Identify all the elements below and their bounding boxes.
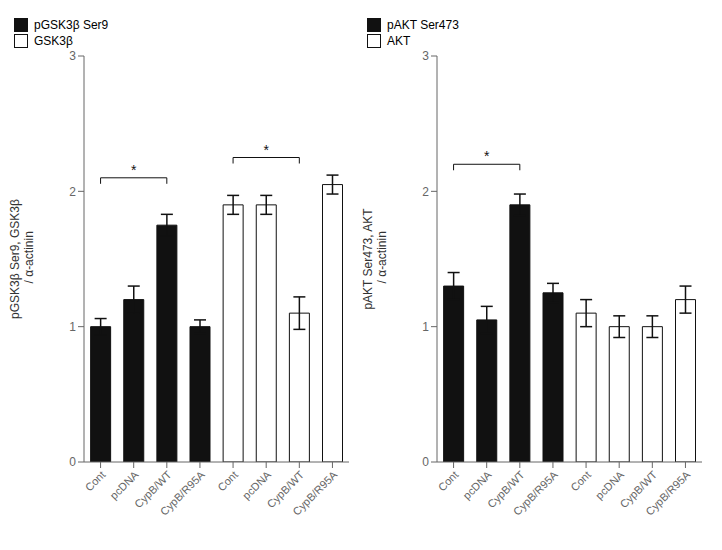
svg-text:pGSK3β Ser9, GSK3β / α-actinin: pGSK3β Ser9, GSK3β / α-actinin — [8, 199, 36, 319]
svg-text:CypB/WT: CypB/WT — [264, 468, 307, 511]
html-text:pGSK3β Ser9: pGSK3β Ser9 — [34, 18, 109, 32]
svg-text:*: * — [263, 142, 269, 158]
svg-text:pcDNA: pcDNA — [593, 468, 627, 502]
svg-text:CypB/R95A: CypB/R95A — [290, 468, 340, 518]
svg-text:*: * — [484, 148, 490, 164]
svg-text:0: 0 — [69, 455, 76, 469]
svg-text:CypB/WT: CypB/WT — [132, 468, 174, 511]
svg-text:*: * — [131, 162, 137, 178]
svg-text:3: 3 — [69, 49, 76, 63]
svg-text:Cont: Cont — [215, 468, 240, 493]
svg-text:Cont: Cont — [83, 468, 108, 493]
svg-text:pcDNA: pcDNA — [107, 468, 141, 502]
svg-text:pcDNA: pcDNA — [240, 468, 274, 502]
svg-text:CypB/WT: CypB/WT — [485, 468, 527, 511]
html-text:pAKT Ser473: pAKT Ser473 — [387, 18, 459, 32]
svg-text:2: 2 — [422, 185, 429, 199]
html-text:GSK3β: GSK3β — [34, 34, 73, 48]
svg-text:0: 0 — [422, 455, 429, 469]
svg-text:pAKT Ser473, AKT / α-actinin: pAKT Ser473, AKT / α-actinin — [361, 208, 389, 310]
svg-text:CypB/R95A: CypB/R95A — [511, 468, 561, 518]
svg-text:CypB/R95A: CypB/R95A — [158, 468, 208, 518]
html-text:AKT: AKT — [387, 34, 411, 48]
svg-text:2: 2 — [69, 185, 76, 199]
svg-text:pcDNA: pcDNA — [460, 468, 494, 502]
svg-text:1: 1 — [69, 320, 76, 334]
svg-text:3: 3 — [422, 49, 429, 63]
svg-text:CypB/R95A: CypB/R95A — [643, 468, 693, 518]
svg-text:CypB/WT: CypB/WT — [617, 468, 660, 511]
svg-text:Cont: Cont — [436, 468, 461, 493]
svg-text:Cont: Cont — [568, 468, 593, 493]
svg-text:1: 1 — [422, 320, 429, 334]
